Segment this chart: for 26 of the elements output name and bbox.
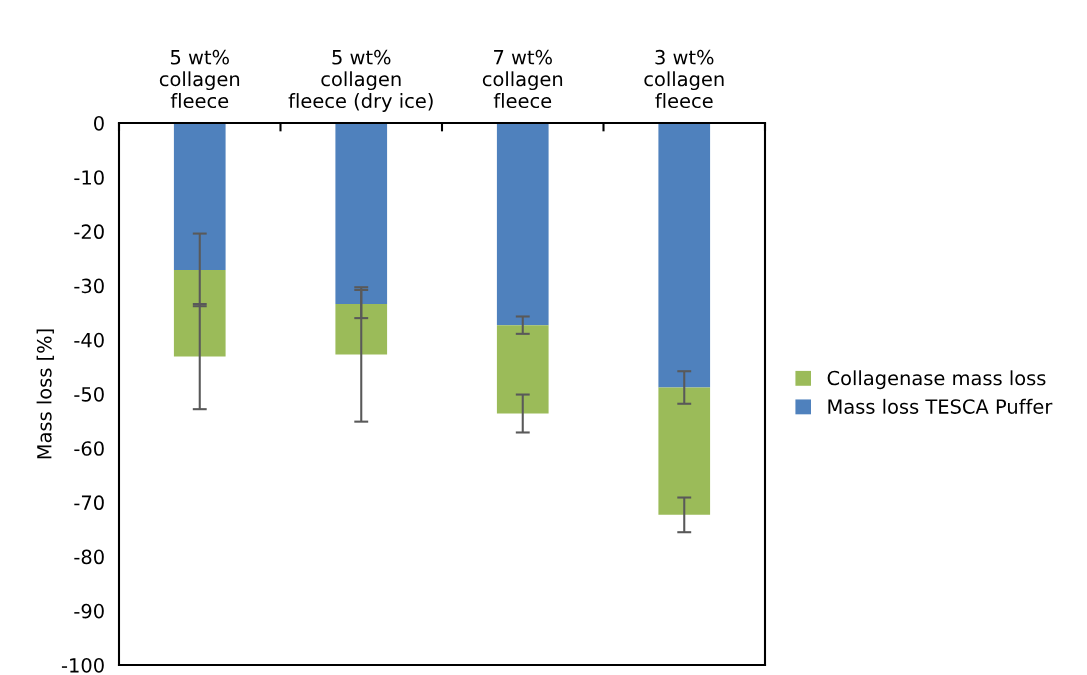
bar [658, 387, 711, 515]
y-axis-title: Mass loss [%] [36, 329, 54, 459]
y-tick-label: -30 [74, 278, 104, 294]
x-tick-label: 3 wt% collagen fleece [644, 49, 724, 109]
bar [173, 123, 226, 270]
bar [173, 269, 226, 357]
y-tick-label: -100 [61, 657, 104, 673]
bar [335, 304, 388, 355]
y-tick-label: -60 [74, 441, 104, 456]
y-tick-label: -50 [74, 386, 104, 402]
y-tick-label: -80 [74, 549, 104, 565]
y-tick-label: -70 [74, 495, 104, 511]
bar [496, 325, 549, 414]
bar [658, 123, 711, 388]
bar [496, 123, 549, 326]
legend-label: Mass loss TESCA Puffer [828, 398, 1053, 414]
y-tick-label: -90 [74, 603, 104, 619]
y-tick-label: -40 [74, 332, 104, 348]
y-tick-label: 0 [94, 115, 104, 131]
x-tick-label: 5 wt% collagen fleece [159, 49, 240, 109]
bar [335, 123, 388, 305]
legend-label: Collagenase mass loss [827, 370, 1046, 390]
x-tick-label: 7 wt% collagen fleece [482, 49, 563, 109]
y-tick-label: -10 [74, 170, 104, 185]
x-tick-label: 5 wt% collagen fleece (dry ice) [288, 49, 433, 112]
y-tick-label: -20 [74, 224, 104, 240]
